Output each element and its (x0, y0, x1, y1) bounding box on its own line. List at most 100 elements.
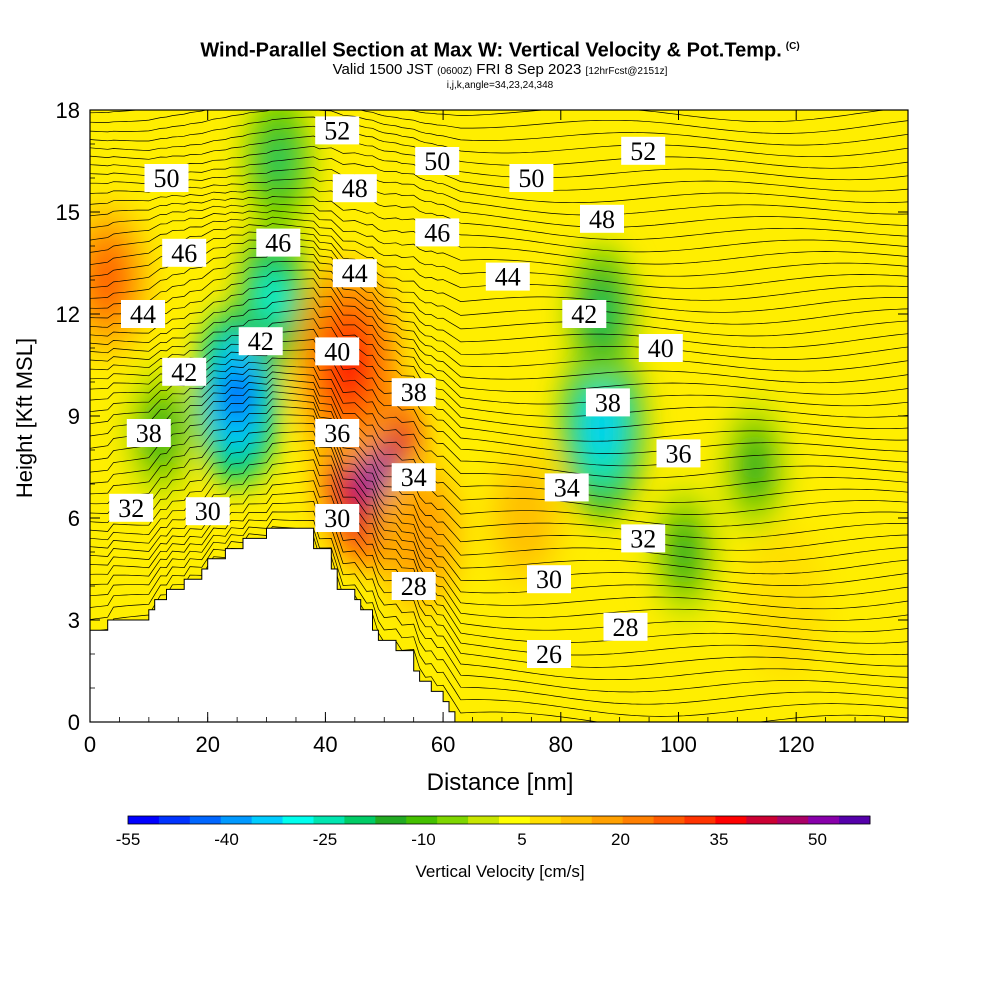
theta-label-8: 46 (256, 228, 301, 258)
theta-label-text: 30 (536, 565, 562, 594)
isentrope-28 (90, 287, 908, 395)
isentrope-22 (90, 349, 908, 467)
isentrope-9 (90, 449, 908, 621)
theta-label-box (315, 504, 360, 532)
theta-label-text: 38 (136, 419, 162, 448)
theta-label-box (185, 497, 230, 526)
colorbar-swatch-10 (437, 816, 469, 824)
y-tick-label: 0 (68, 710, 80, 735)
theta-label-29: 30 (527, 565, 571, 594)
theta-label-15: 42 (562, 300, 607, 329)
colorbar-swatch-4 (251, 816, 284, 824)
isentrope-10 (90, 440, 908, 610)
theta-label-text: 36 (324, 419, 350, 448)
theta-label-box (485, 262, 530, 291)
theta-label-21: 36 (315, 419, 360, 448)
colorbar-tick-label: 5 (517, 830, 526, 849)
velocity-cell-12-1 (511, 492, 540, 544)
theta-label-text: 44 (342, 259, 368, 288)
theta-label-box (121, 300, 165, 328)
isentrope-23 (90, 339, 908, 454)
theta-label-3: 50 (415, 147, 460, 176)
colorbar-swatch-11 (468, 816, 500, 824)
title-block: Wind-Parallel Section at Max W: Vertical… (0, 36, 1000, 92)
theta-label-box (603, 612, 648, 641)
theta-label-25: 32 (109, 493, 154, 523)
colorbar-swatch-5 (282, 816, 314, 824)
theta-label-box (315, 337, 360, 366)
theta-label-box (162, 357, 207, 386)
y-axis-label: Height [Kft MSL] (12, 338, 37, 498)
x-axis-label: Distance [nm] (427, 769, 574, 796)
theta-label-text: 42 (571, 300, 597, 329)
theta-label-18: 38 (126, 419, 171, 448)
isentrope-44 (90, 156, 908, 204)
isentrope-4 (90, 501, 908, 681)
theta-label-text: 32 (118, 494, 144, 523)
isentrope-15 (90, 398, 908, 551)
colorbar-swatch-6 (313, 816, 345, 824)
y-tick-label: 18 (56, 98, 80, 123)
isentrope-35 (90, 229, 908, 313)
theta-label-text: 46 (265, 229, 291, 258)
theta-label-17: 40 (638, 334, 683, 363)
colorbar-frame (127, 815, 871, 825)
colorbar-swatch-16 (622, 816, 655, 824)
isentrope-12 (90, 422, 908, 586)
theta-label-20: 38 (585, 388, 630, 417)
theta-label-box (256, 228, 301, 257)
isentrope-26 (90, 307, 908, 418)
theta-label-9: 46 (415, 218, 460, 247)
theta-label-text: 52 (630, 137, 656, 166)
theta-label-box (621, 136, 666, 165)
theta-label-text: 42 (248, 327, 274, 356)
x-tick-label: 80 (549, 732, 573, 757)
theta-label-box (332, 259, 377, 288)
isentrope-13 (90, 414, 908, 575)
theta-label-14: 42 (238, 327, 283, 356)
theta-label-32: 26 (527, 640, 571, 669)
terrain (90, 527, 456, 722)
theta-labels: 52 52 50 50 50 48 48 46 46 46 44 44 44 42 42 42 40 40 38 38… (109, 116, 701, 669)
theta-label-text: 26 (536, 640, 562, 669)
chart-title: Wind-Parallel Section at Max W: Vertical… (200, 39, 800, 62)
theta-label-23: 34 (391, 463, 436, 492)
theta-label-text: 52 (324, 116, 350, 145)
colorbar-tick-label: 20 (611, 830, 630, 849)
theta-label-text: 34 (401, 463, 427, 492)
y-tick-label: 15 (56, 200, 80, 225)
theta-label-6: 48 (580, 204, 624, 234)
theta-label-box (415, 147, 460, 175)
isentrope-32 (90, 252, 908, 349)
colorbar-swatch-18 (684, 816, 716, 824)
isentrope-51 (90, 110, 888, 123)
theta-label-text: 46 (424, 218, 450, 247)
theta-label-box (162, 238, 207, 267)
isentrope-29 (90, 278, 908, 384)
isentrope-46 (90, 135, 908, 181)
theta-label-box (332, 174, 377, 203)
theta-label-text: 30 (324, 504, 350, 533)
isentrope-18 (90, 378, 908, 515)
colorbar-swatch-8 (375, 816, 407, 824)
x-tick-label: 120 (778, 732, 815, 757)
velocity-cell-13-1 (770, 577, 799, 629)
theta-label-text: 42 (171, 358, 197, 387)
isentrope-17 (90, 384, 908, 527)
isentrope-16 (90, 391, 908, 539)
theta-label-box (527, 640, 571, 668)
theta-label-1: 52 (621, 136, 666, 166)
y-tick-label: 12 (56, 302, 80, 327)
x-axis: 0 20 40 60 80 100 120 (84, 110, 885, 757)
theta-label-text: 34 (554, 473, 580, 502)
theta-label-box (527, 565, 571, 594)
colorbar-swatch-19 (715, 816, 747, 824)
theta-label-text: 48 (342, 174, 368, 203)
theta-label-text: 36 (666, 439, 692, 468)
isentrope-43 (90, 166, 908, 216)
isentrope-24 (90, 328, 908, 442)
theta-label-12: 44 (485, 262, 530, 292)
colorbar-swatch-21 (777, 816, 809, 824)
colorbar-swatch-17 (653, 816, 685, 824)
